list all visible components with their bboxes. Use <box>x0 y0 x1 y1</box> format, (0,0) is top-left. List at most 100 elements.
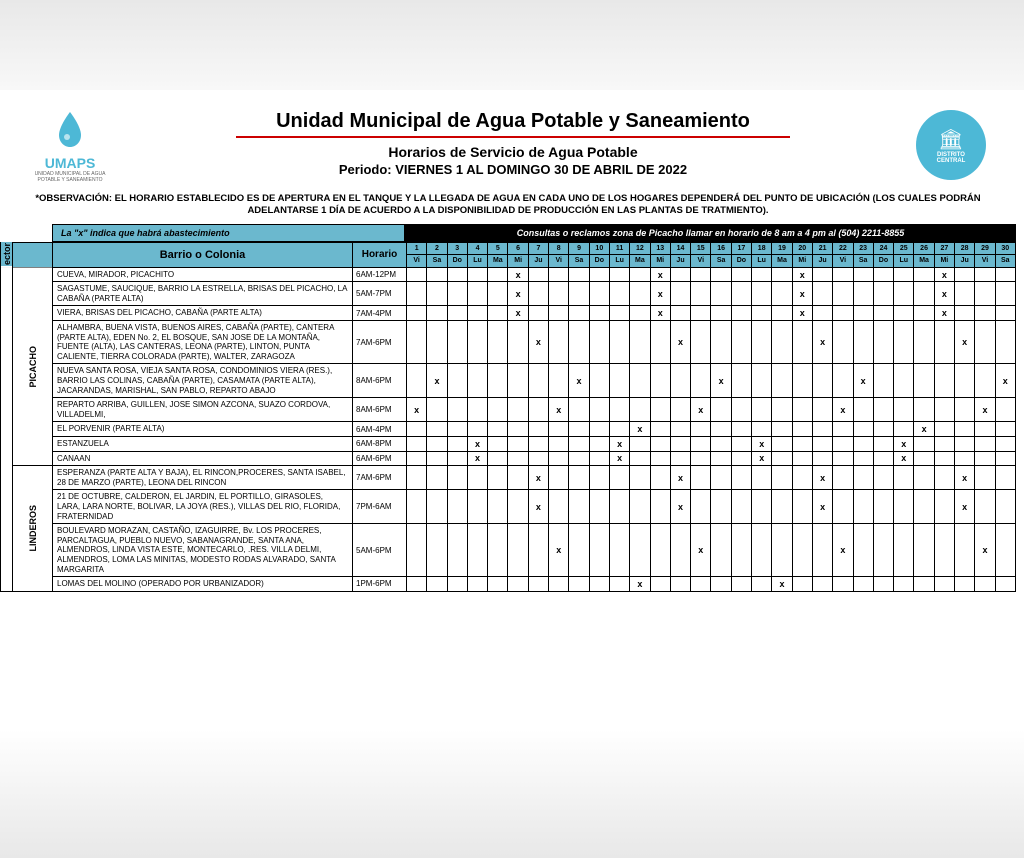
barrio-cell: 21 DE OCTUBRE, CALDERON, EL JARDIN, EL P… <box>53 490 353 524</box>
day-cell <box>934 364 954 398</box>
day-cell: x <box>549 398 569 422</box>
day-cell <box>569 422 589 437</box>
day-cell <box>670 437 690 452</box>
day-cell <box>853 422 873 437</box>
day-cell <box>508 422 528 437</box>
document-header: UMAPS UNIDAD MUNICIPAL DE AGUA POTABLE Y… <box>0 110 1016 183</box>
day-cell <box>812 577 832 592</box>
day-cell <box>407 466 427 490</box>
day-num-header: 19 <box>772 242 792 255</box>
subsector-cell: PICACHO <box>13 267 53 466</box>
day-cell <box>934 490 954 524</box>
day-cell: x <box>934 282 954 306</box>
day-cell <box>447 364 467 398</box>
day-cell <box>833 306 853 321</box>
day-cell: x <box>812 466 832 490</box>
day-cell <box>630 282 650 306</box>
day-cell <box>955 398 975 422</box>
day-cell: x <box>467 451 487 466</box>
day-cell <box>812 364 832 398</box>
day-cell <box>609 524 629 577</box>
day-cell <box>873 398 893 422</box>
day-num-header: 20 <box>792 242 812 255</box>
day-cell <box>508 466 528 490</box>
day-cell <box>914 577 934 592</box>
day-cell <box>812 282 832 306</box>
table-row: REPARTO ARRIBA, GUILLEN, JOSE SIMON AZCO… <box>1 398 1016 422</box>
day-cell <box>752 524 772 577</box>
day-name-header: Ju <box>955 255 975 268</box>
day-cell <box>427 577 447 592</box>
day-cell <box>427 306 447 321</box>
day-cell <box>995 490 1015 524</box>
day-cell <box>691 490 711 524</box>
day-cell <box>467 466 487 490</box>
logo-org-name: UMAPS <box>30 155 110 171</box>
distrito-central-logo: 🏛 DISTRITO CENTRAL <box>916 110 986 180</box>
day-cell <box>528 282 548 306</box>
day-cell <box>427 398 447 422</box>
day-cell <box>447 306 467 321</box>
day-cell <box>975 437 995 452</box>
day-cell <box>934 422 954 437</box>
day-cell <box>508 437 528 452</box>
day-cell <box>467 282 487 306</box>
day-cell <box>995 306 1015 321</box>
day-cell: x <box>833 398 853 422</box>
day-cell <box>609 321 629 364</box>
day-cell <box>670 398 690 422</box>
table-row: EL PORVENIR (PARTE ALTA)6AM-4PMxx <box>1 422 1016 437</box>
day-cell <box>609 282 629 306</box>
day-cell <box>711 398 731 422</box>
day-cell: x <box>467 437 487 452</box>
day-cell <box>630 267 650 282</box>
day-cell <box>630 321 650 364</box>
day-cell: x <box>670 321 690 364</box>
day-cell: x <box>670 490 690 524</box>
day-cell <box>447 282 467 306</box>
day-cell <box>650 577 670 592</box>
day-cell <box>792 577 812 592</box>
day-cell <box>995 282 1015 306</box>
table-row: VIERA, BRISAS DEL PICACHO, CABAÑA (PARTE… <box>1 306 1016 321</box>
horario-cell: 8AM-6PM <box>353 398 407 422</box>
day-cell <box>528 577 548 592</box>
day-cell <box>853 524 873 577</box>
day-cell <box>955 451 975 466</box>
day-name-header: Vi <box>691 255 711 268</box>
day-cell: x <box>528 490 548 524</box>
day-cell <box>488 422 508 437</box>
day-cell <box>630 398 650 422</box>
day-cell: x <box>528 321 548 364</box>
day-cell <box>609 267 629 282</box>
day-cell: x <box>528 466 548 490</box>
day-cell <box>934 524 954 577</box>
day-cell <box>934 437 954 452</box>
day-cell <box>731 577 751 592</box>
day-cell: x <box>508 267 528 282</box>
horario-cell: 5AM-7PM <box>353 282 407 306</box>
day-cell <box>691 306 711 321</box>
day-cell <box>589 306 609 321</box>
day-cell <box>528 267 548 282</box>
barrio-cell: CUEVA, MIRADOR, PICACHITO <box>53 267 353 282</box>
day-cell <box>549 437 569 452</box>
day-cell <box>427 437 447 452</box>
day-name-header: Ma <box>488 255 508 268</box>
day-cell <box>752 398 772 422</box>
barrio-header: Barrio o Colonia <box>53 242 353 267</box>
day-cell <box>711 524 731 577</box>
day-cell: x <box>752 437 772 452</box>
day-cell <box>995 267 1015 282</box>
day-cell <box>650 321 670 364</box>
day-cell <box>549 466 569 490</box>
day-cell <box>670 364 690 398</box>
day-cell <box>995 577 1015 592</box>
day-cell <box>650 398 670 422</box>
day-cell <box>467 422 487 437</box>
day-name-header: Lu <box>894 255 914 268</box>
day-cell <box>853 306 873 321</box>
day-name-header: Do <box>873 255 893 268</box>
day-cell: x <box>630 577 650 592</box>
day-cell <box>407 267 427 282</box>
